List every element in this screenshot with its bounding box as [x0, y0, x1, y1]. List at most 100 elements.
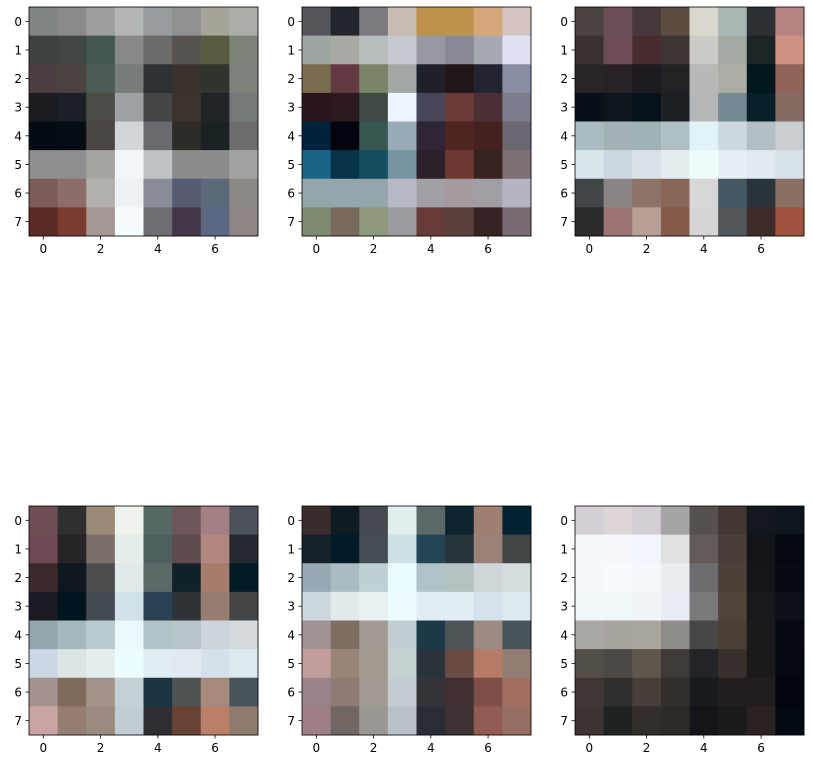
heatmap-cell — [575, 150, 605, 180]
heatmap-cell — [473, 92, 503, 122]
heatmap-cell — [746, 649, 776, 679]
y-tick-label: 6 — [560, 187, 568, 201]
heatmap-cell — [114, 649, 144, 679]
heatmap-cell — [603, 506, 633, 536]
heatmap-cell — [775, 64, 805, 94]
y-tick-label: 7 — [287, 714, 295, 728]
heatmap-cell — [200, 591, 230, 621]
heatmap-cell — [502, 92, 532, 122]
heatmap-cell — [416, 207, 446, 237]
heatmap-cell — [29, 178, 59, 208]
heatmap-cell — [387, 563, 417, 593]
y-tick-label: 4 — [14, 628, 22, 642]
heatmap-cell — [502, 563, 532, 593]
heatmap-cell — [632, 534, 662, 564]
heatmap-cell — [29, 92, 59, 122]
y-tick-label: 4 — [560, 628, 568, 642]
heatmap-cell — [229, 649, 259, 679]
heatmap-cell — [445, 534, 475, 564]
heatmap-cell — [330, 649, 360, 679]
heatmap-cell — [660, 64, 690, 94]
heatmap-cell — [416, 677, 446, 707]
x-tick-label: 6 — [484, 242, 492, 256]
heatmap-cell — [330, 620, 360, 650]
heatmap-cell — [330, 534, 360, 564]
heatmap-cell — [57, 534, 87, 564]
heatmap-cell — [200, 178, 230, 208]
heatmap-cell — [660, 506, 690, 536]
heatmap-cell — [302, 64, 332, 94]
heatmap-cell — [775, 121, 805, 151]
heatmap-cell — [502, 150, 532, 180]
heatmap-cell — [387, 64, 417, 94]
heatmap-cell — [29, 150, 59, 180]
heatmap-cell — [632, 7, 662, 37]
heatmap-cell — [746, 7, 776, 37]
heatmap-cell — [603, 649, 633, 679]
heatmap-cell — [229, 677, 259, 707]
heatmap-cell — [57, 121, 87, 151]
y-tick-label: 7 — [14, 215, 22, 229]
axes-frame — [301, 505, 532, 736]
heatmap-cell — [416, 150, 446, 180]
heatmap-cell — [114, 178, 144, 208]
heatmap-cell — [689, 563, 719, 593]
heatmap-cell — [445, 64, 475, 94]
heatmap-cell — [359, 649, 389, 679]
y-tick-label: 5 — [14, 158, 22, 172]
heatmap-cell — [603, 64, 633, 94]
heatmap-cell — [143, 150, 173, 180]
heatmap-cell — [143, 706, 173, 736]
x-tick-label: 4 — [700, 242, 708, 256]
heatmap-cell — [575, 35, 605, 65]
heatmap-cell — [359, 207, 389, 237]
heatmap-cell — [200, 7, 230, 37]
heatmap-cell — [330, 563, 360, 593]
heatmap-cell — [143, 620, 173, 650]
heatmap-cell — [689, 64, 719, 94]
heatmap-cell — [416, 178, 446, 208]
heatmap-cell — [603, 178, 633, 208]
heatmap-cell — [775, 649, 805, 679]
x-tick-label: 4 — [427, 242, 435, 256]
heatmap-cell — [660, 620, 690, 650]
heatmap-cell — [632, 64, 662, 94]
heatmap-cell — [172, 620, 202, 650]
heatmap-cell — [575, 563, 605, 593]
heatmap-cell — [200, 207, 230, 237]
heatmap-cell — [718, 121, 748, 151]
heatmap-cell — [302, 649, 332, 679]
heatmap-cell — [445, 35, 475, 65]
heatmap-cell — [359, 92, 389, 122]
y-tick-label: 1 — [287, 542, 295, 556]
heatmap-cell — [746, 506, 776, 536]
heatmap-cell — [416, 649, 446, 679]
heatmap-cell — [416, 563, 446, 593]
y-tick-label: 3 — [14, 600, 22, 614]
heatmap-cell — [229, 121, 259, 151]
heatmap-cell — [473, 563, 503, 593]
heatmap-cell — [632, 620, 662, 650]
heatmap-cell — [445, 563, 475, 593]
heatmap-cell — [660, 534, 690, 564]
heatmap-cell — [502, 534, 532, 564]
heatmap-cell — [689, 649, 719, 679]
y-tick-label: 0 — [14, 15, 22, 29]
x-tick-label: 0 — [39, 242, 47, 256]
heatmap-cell — [114, 207, 144, 237]
heatmap-cell — [473, 706, 503, 736]
heatmap-panel: 0 2 4 6 0 1 2 3 4 5 6 7 — [560, 505, 805, 755]
heatmap-panel: 0 2 4 6 0 1 2 3 4 5 6 7 — [560, 6, 805, 256]
heatmap-cell — [387, 121, 417, 151]
heatmap-cell — [29, 677, 59, 707]
heatmap-cell — [632, 563, 662, 593]
heatmap-cell — [114, 591, 144, 621]
heatmap-cell — [302, 150, 332, 180]
y-tick-label: 7 — [560, 215, 568, 229]
heatmap-cell — [575, 64, 605, 94]
heatmap-cell — [172, 207, 202, 237]
heatmap-cell — [502, 591, 532, 621]
heatmap-cell — [57, 677, 87, 707]
y-tick-label: 5 — [287, 158, 295, 172]
